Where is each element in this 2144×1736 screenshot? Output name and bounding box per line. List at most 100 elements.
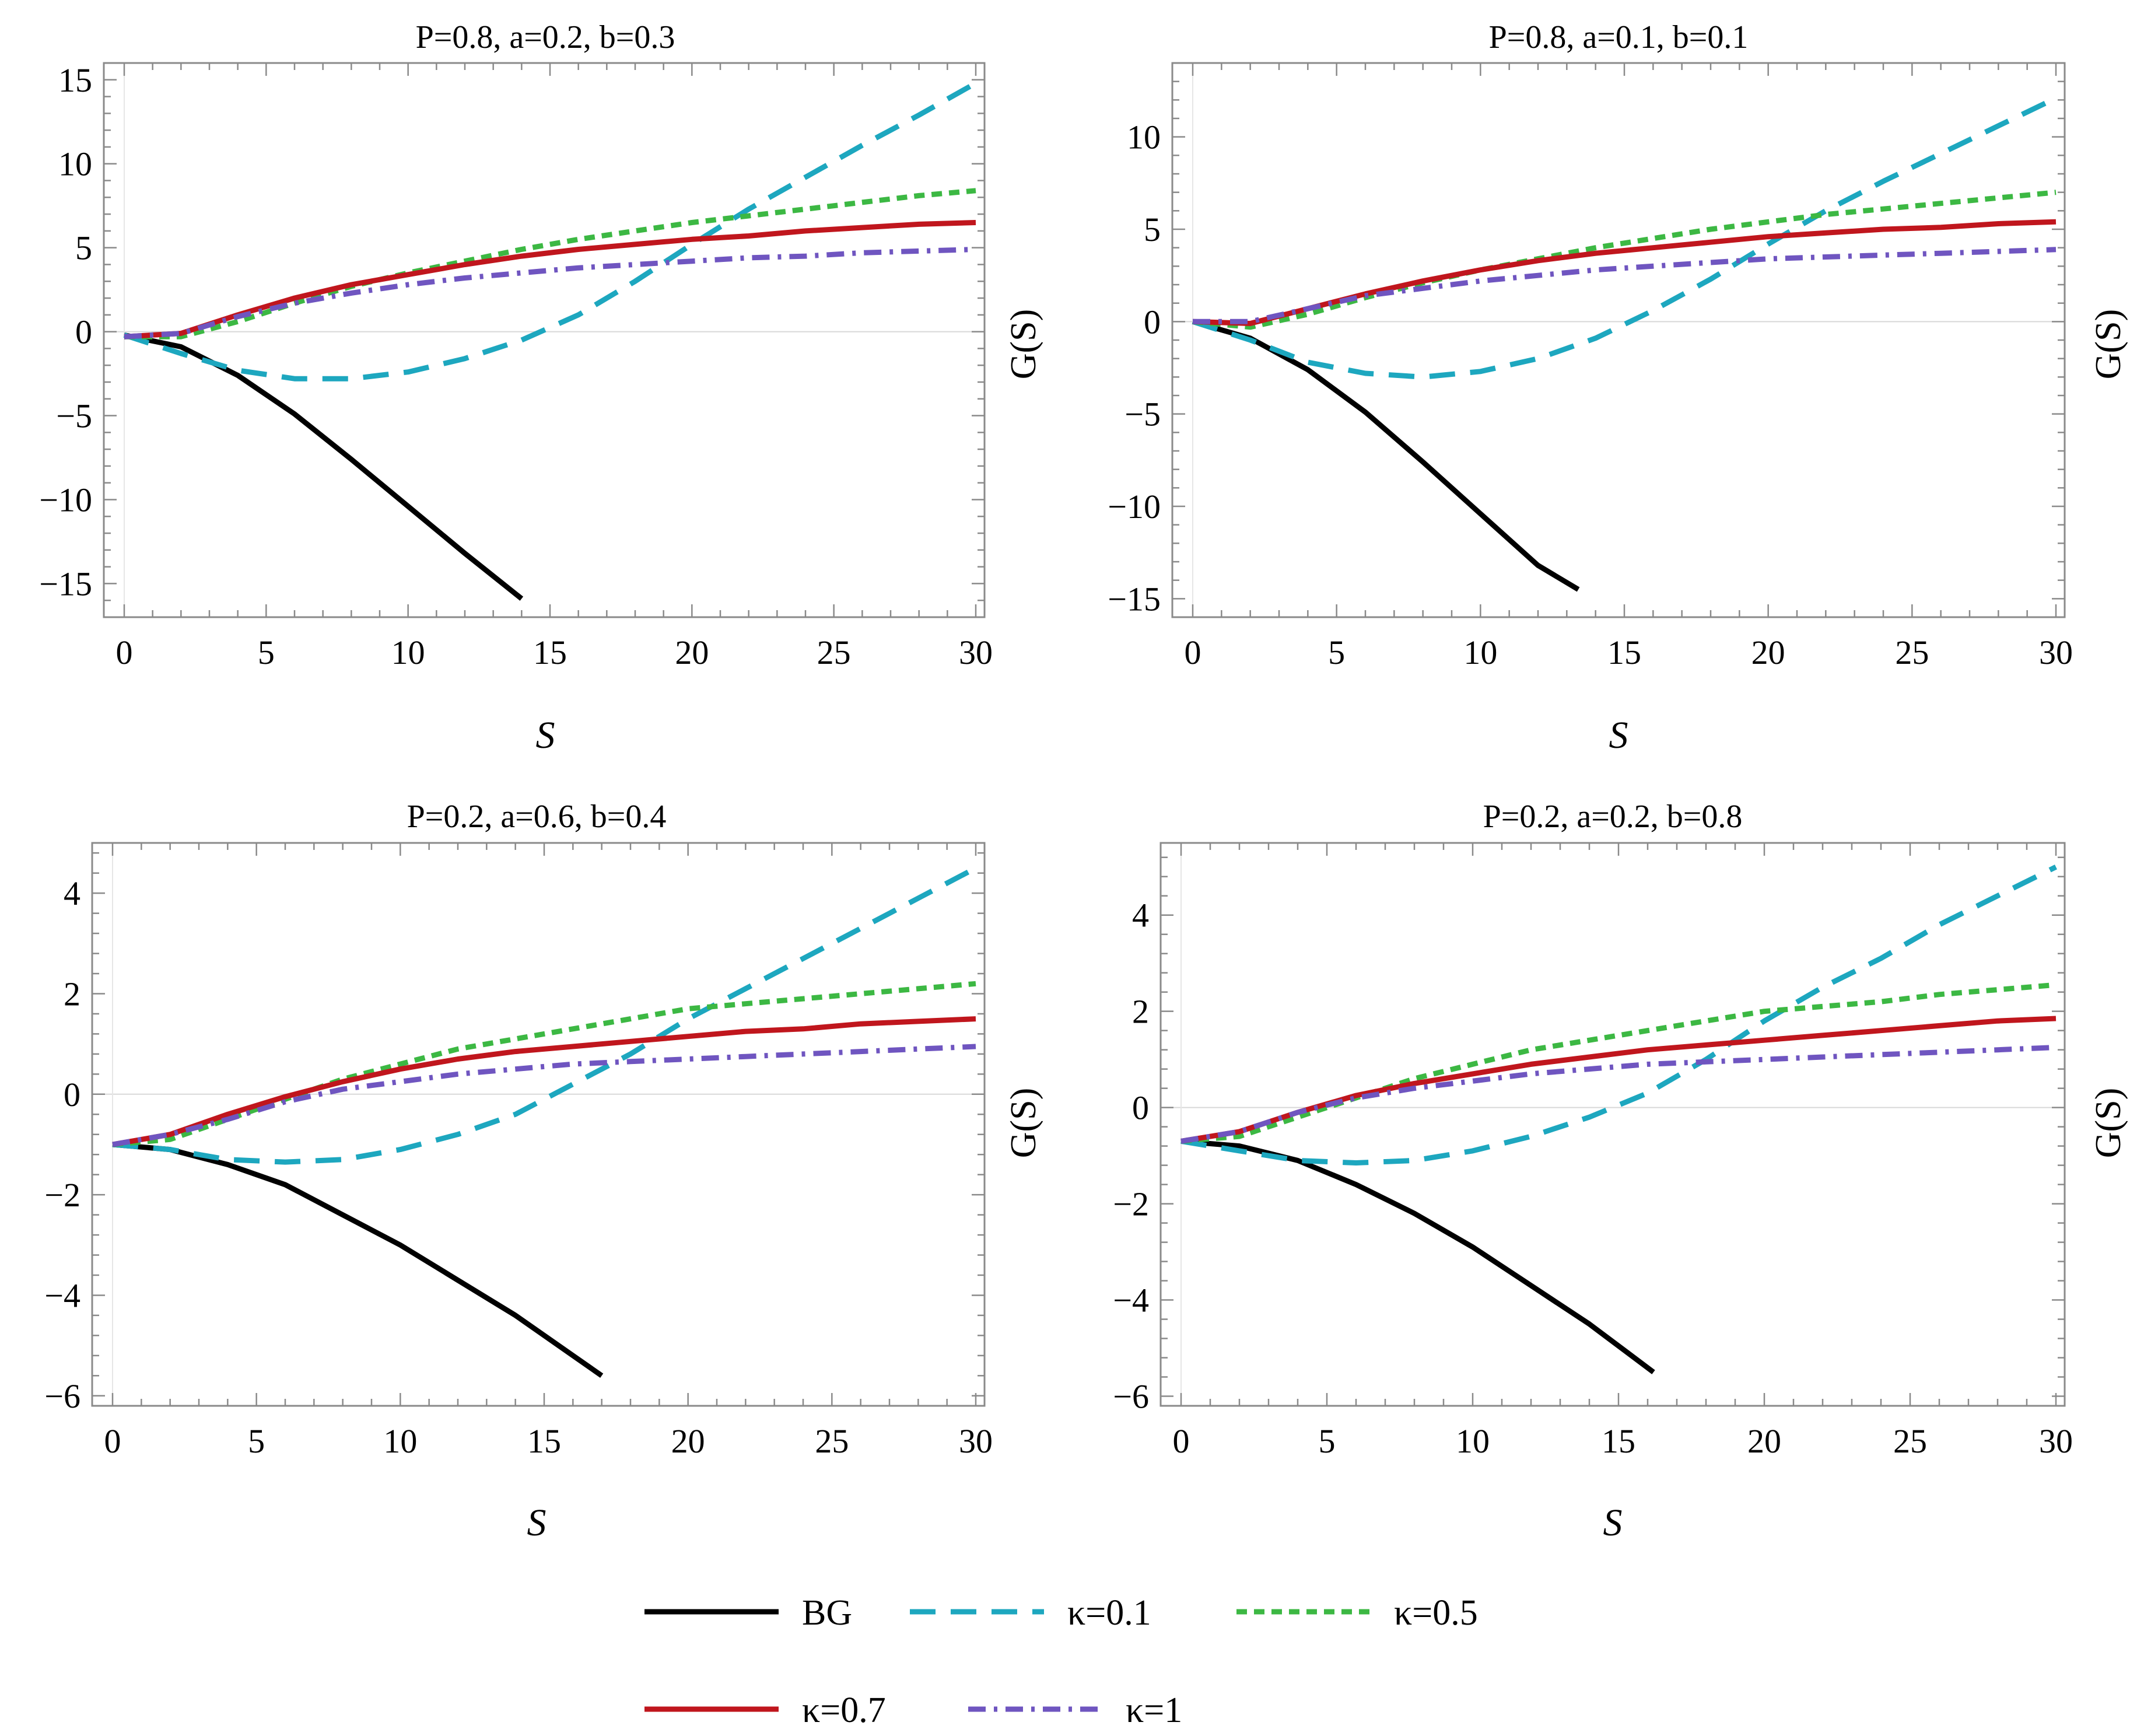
y-tick-label: −6 [1113,1378,1149,1416]
legend-item: κ=0.5 [1236,1593,1478,1633]
chart-title: P=0.2, a=0.6, b=0.4 [407,799,667,835]
series-line-κ=0.5 [112,981,976,1147]
x-tick-label: 20 [1747,1422,1781,1460]
chart-title: P=0.8, a=0.1, b=0.1 [1489,19,1749,55]
series-line-κ=0.7 [1180,1016,2057,1144]
y-tick-label: −4 [1113,1282,1149,1320]
x-tick-label: 10 [1456,1422,1490,1460]
y-axis-label-right: G(S) [2089,1088,2128,1158]
chart-title: P=0.8, a=0.2, b=0.3 [416,19,675,55]
x-tick-label: 30 [959,1422,993,1460]
y-tick-label: 0 [64,1076,80,1114]
x-tick-label: 25 [817,634,851,671]
x-tick-label: 25 [1895,634,1929,671]
legend-label: BG [802,1593,852,1633]
y-tick-label: 2 [1132,993,1149,1031]
x-tick-label: 20 [675,634,709,671]
y-tick-label: 0 [1132,1089,1149,1127]
series-line-κ=1 [1180,1045,2057,1144]
legend-label: κ=0.1 [1067,1593,1151,1633]
y-tick-label: 0 [75,313,92,351]
x-tick-label: 10 [391,634,425,671]
y-tick-label: 15 [58,61,92,99]
series-line-κ=0.1 [1180,864,2057,1166]
legend-item: κ=0.1 [910,1593,1151,1633]
x-axis-label: S [527,1502,546,1544]
series-line-BG [112,1142,604,1378]
y-tick-label: −15 [39,565,92,603]
y-tick-label: −6 [44,1377,80,1415]
x-tick-label: 5 [248,1422,265,1460]
legend: BG κ=0.1 κ=0.5 κ=0.7 κ=1 [644,1593,1478,1730]
y-tick-label: −2 [1113,1185,1149,1223]
x-tick-label: 10 [383,1422,417,1460]
y-tick-label: 4 [64,874,80,912]
legend-item: κ=0.7 [644,1690,886,1730]
x-tick-label: 10 [1463,634,1497,671]
y-tick-label: −5 [1124,396,1161,433]
series-line-κ=0.7 [112,1016,976,1147]
legend-label: κ=0.7 [802,1690,886,1730]
plot-frame [1171,62,2066,618]
series-line-κ=1 [124,247,976,340]
x-tick-label: 25 [815,1422,849,1460]
x-axis-label: S [536,714,555,757]
y-tick-label: −15 [1108,580,1161,618]
series-line-κ=0.5 [1180,982,2057,1144]
y-tick-label: 10 [58,145,92,183]
y-tick-label: 5 [75,229,92,267]
series-line-κ=1 [112,1044,976,1147]
series-line-κ=0.1 [112,866,978,1165]
x-tick-label: 30 [2039,1422,2073,1460]
x-tick-label: 5 [1319,1422,1336,1460]
series-line-BG [1192,318,1580,592]
plot-frame [1159,842,2066,1407]
y-tick-label: 10 [1127,118,1161,156]
x-tick-label: 5 [1328,634,1345,671]
series-line-κ=0.5 [124,188,976,340]
y-tick-label: 0 [1144,303,1161,341]
x-tick-label: 20 [1751,634,1785,671]
x-tick-label: 0 [104,1422,121,1460]
panel-3: 0 5 10 15 20 25 30 −6 −4 −2 0 2 4 P=0.2, a=0.6, b=0.4… [44,799,993,1544]
series-line-κ=0.1 [1192,96,2057,380]
x-tick-label: 0 [1185,634,1201,671]
series-line-κ=0.1 [123,80,978,382]
y-tick-label: 4 [1132,897,1149,935]
plot-frame [103,62,986,618]
panel-4: 0 5 10 15 20 25 30 −6 −4 −2 0 2 4 P=0.2, a=0.2, b=0.8… [1004,799,2128,1544]
y-axis-label-right: G(S) [2089,309,2128,380]
panel-1: 0 5 10 15 20 25 30 −15 −10 −5 0 5 10 15 P=0.8, a=0.2, … [39,19,993,757]
x-tick-label: 15 [1607,634,1641,671]
x-axis-label: S [1603,1502,1623,1544]
chart-title: P=0.2, a=0.2, b=0.8 [1483,799,1743,835]
x-tick-label: 25 [1893,1422,1927,1460]
legend-item: BG [644,1593,852,1633]
legend-label: κ=1 [1126,1690,1182,1730]
y-tick-label: 2 [64,975,80,1013]
panel-2: 0 5 10 15 20 25 30 −15 −10 −5 0 5 10 P=0.8, a=0.1, b=… [1004,19,2128,757]
x-tick-label: 30 [959,634,993,671]
y-tick-label: −4 [44,1276,80,1314]
x-tick-label: 30 [2039,634,2073,671]
legend-item: κ=1 [968,1690,1182,1730]
plot-frame [91,842,986,1407]
y-tick-label: −2 [44,1176,80,1214]
series-line-κ=1 [1193,247,2057,324]
legend-label: κ=0.5 [1394,1593,1478,1633]
y-axis-label: G(S) [1004,309,1043,380]
series-line-κ=0.7 [124,220,976,340]
series-line-BG [124,332,524,601]
x-tick-label: 15 [1602,1422,1635,1460]
y-axis-label: G(S) [1004,1088,1043,1158]
x-tick-label: 15 [533,634,567,671]
series-line-BG [1180,1138,1655,1374]
y-tick-label: 5 [1144,211,1161,249]
x-axis-label: S [1609,714,1628,757]
x-tick-label: 5 [258,634,275,671]
x-tick-label: 0 [1173,1422,1190,1460]
x-tick-label: 15 [527,1422,561,1460]
series-line-κ=0.5 [1192,190,2057,330]
x-tick-label: 0 [116,634,133,671]
